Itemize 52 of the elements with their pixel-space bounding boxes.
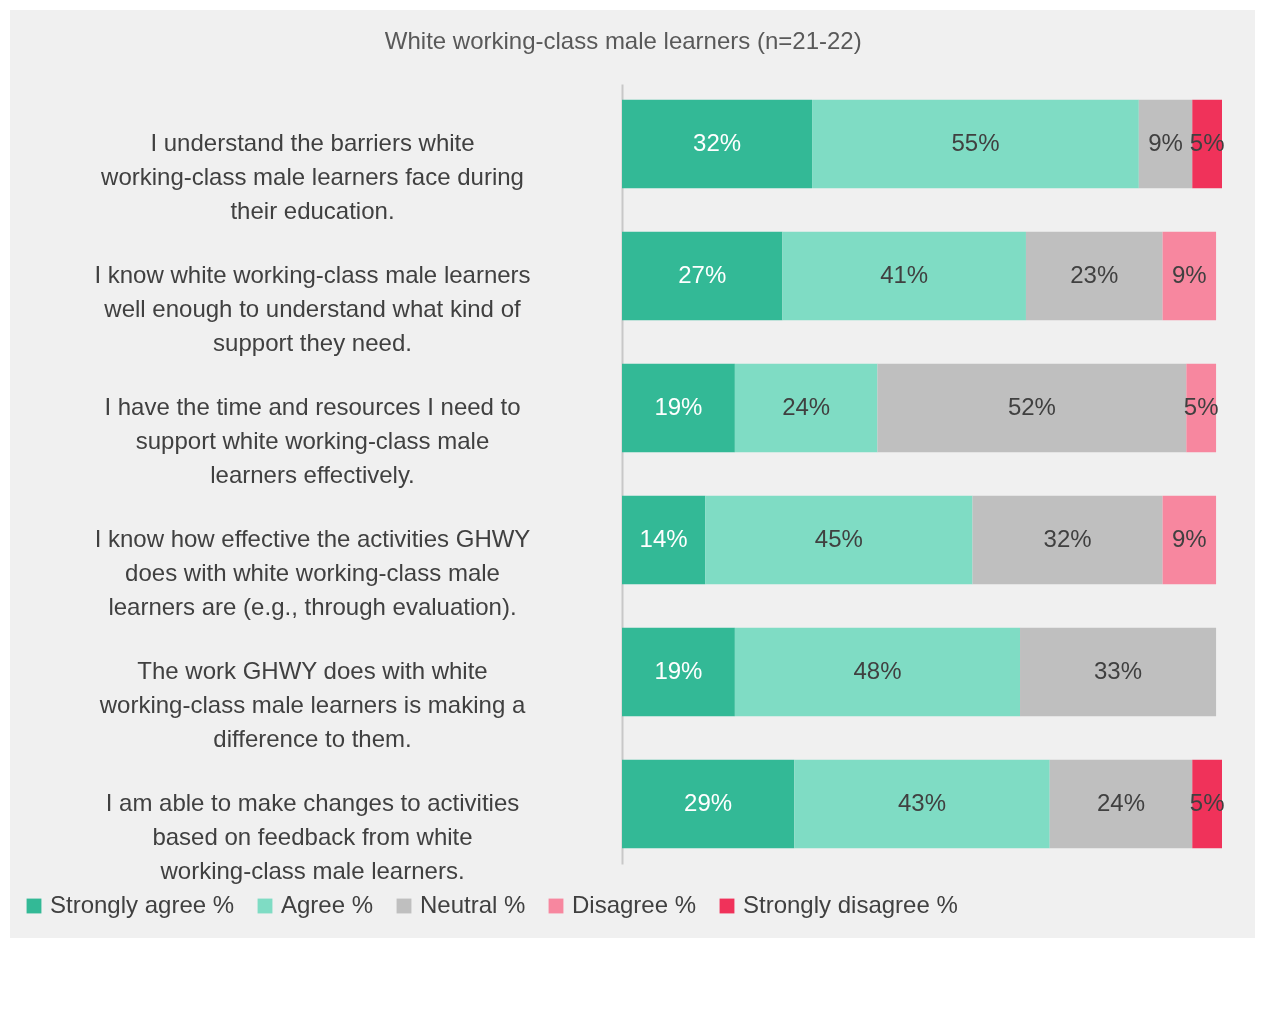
data-label: 29%	[684, 788, 733, 816]
y-tick-label: The work GHWY does with white working-class male learners is making a difference to them.	[98, 656, 526, 752]
data-label: 19%	[654, 393, 703, 421]
data-label: 52%	[1007, 393, 1056, 421]
legend-label: Strongly disagree %	[743, 891, 958, 918]
legend-label: Disagree %	[572, 891, 697, 918]
bar	[794, 759, 1050, 849]
legend-label: Agree %	[281, 891, 374, 918]
data-label: 9%	[1171, 524, 1207, 552]
bar	[622, 495, 706, 585]
y-tick-label: I am able to make changes to activities based on feedback from white working-class male learners.	[105, 788, 520, 884]
bar	[622, 363, 735, 453]
bar	[812, 99, 1139, 189]
bar	[1025, 231, 1163, 321]
y-tick-label: I understand the barriers white working-class male learners face during their education.	[100, 129, 524, 225]
y-tick-label: I know white working-class male learners well enough to understand what kind of support they need.	[94, 261, 531, 357]
bar	[1020, 627, 1217, 717]
bar	[782, 231, 1026, 321]
data-label: 32%	[1043, 524, 1092, 552]
data-label: 32%	[693, 129, 742, 157]
data-label: 27%	[678, 261, 727, 289]
y-tick-label: I know how effective the activities GHWY does with white working-class male learners are (e.g., through evaluation).	[94, 524, 531, 620]
bar	[734, 627, 1021, 717]
legend-label: Strongly agree %	[50, 891, 235, 918]
data-label: 9%	[1148, 129, 1183, 157]
data-label: 14%	[639, 524, 688, 552]
data-label: 24%	[1096, 788, 1146, 816]
data-label: 55%	[951, 129, 1000, 157]
y-tick-label: I have the time and resources I need to support white working-class male learners effectively.	[104, 393, 521, 489]
bar	[734, 363, 878, 453]
data-label: 24%	[782, 393, 831, 421]
data-label: 48%	[853, 656, 902, 684]
data-label: 45%	[814, 524, 863, 552]
legend-label: Neutral %	[420, 891, 526, 918]
bar	[972, 495, 1163, 585]
bar	[705, 495, 973, 585]
bar	[1138, 99, 1193, 189]
data-label: 41%	[880, 261, 929, 289]
bar	[622, 627, 735, 717]
chart-title: White working-class male learners (n=21-22)	[384, 27, 862, 54]
bar	[622, 99, 813, 189]
data-label: 33%	[1094, 656, 1143, 684]
bar	[1162, 495, 1217, 585]
bar	[622, 759, 795, 849]
data-label: 43%	[897, 788, 947, 816]
data-label: 19%	[654, 656, 703, 684]
data-label: 9%	[1171, 261, 1207, 289]
data-label: 23%	[1070, 261, 1119, 289]
bar	[622, 231, 783, 321]
bar	[1049, 759, 1193, 849]
bar	[1162, 231, 1217, 321]
bar	[877, 363, 1187, 453]
